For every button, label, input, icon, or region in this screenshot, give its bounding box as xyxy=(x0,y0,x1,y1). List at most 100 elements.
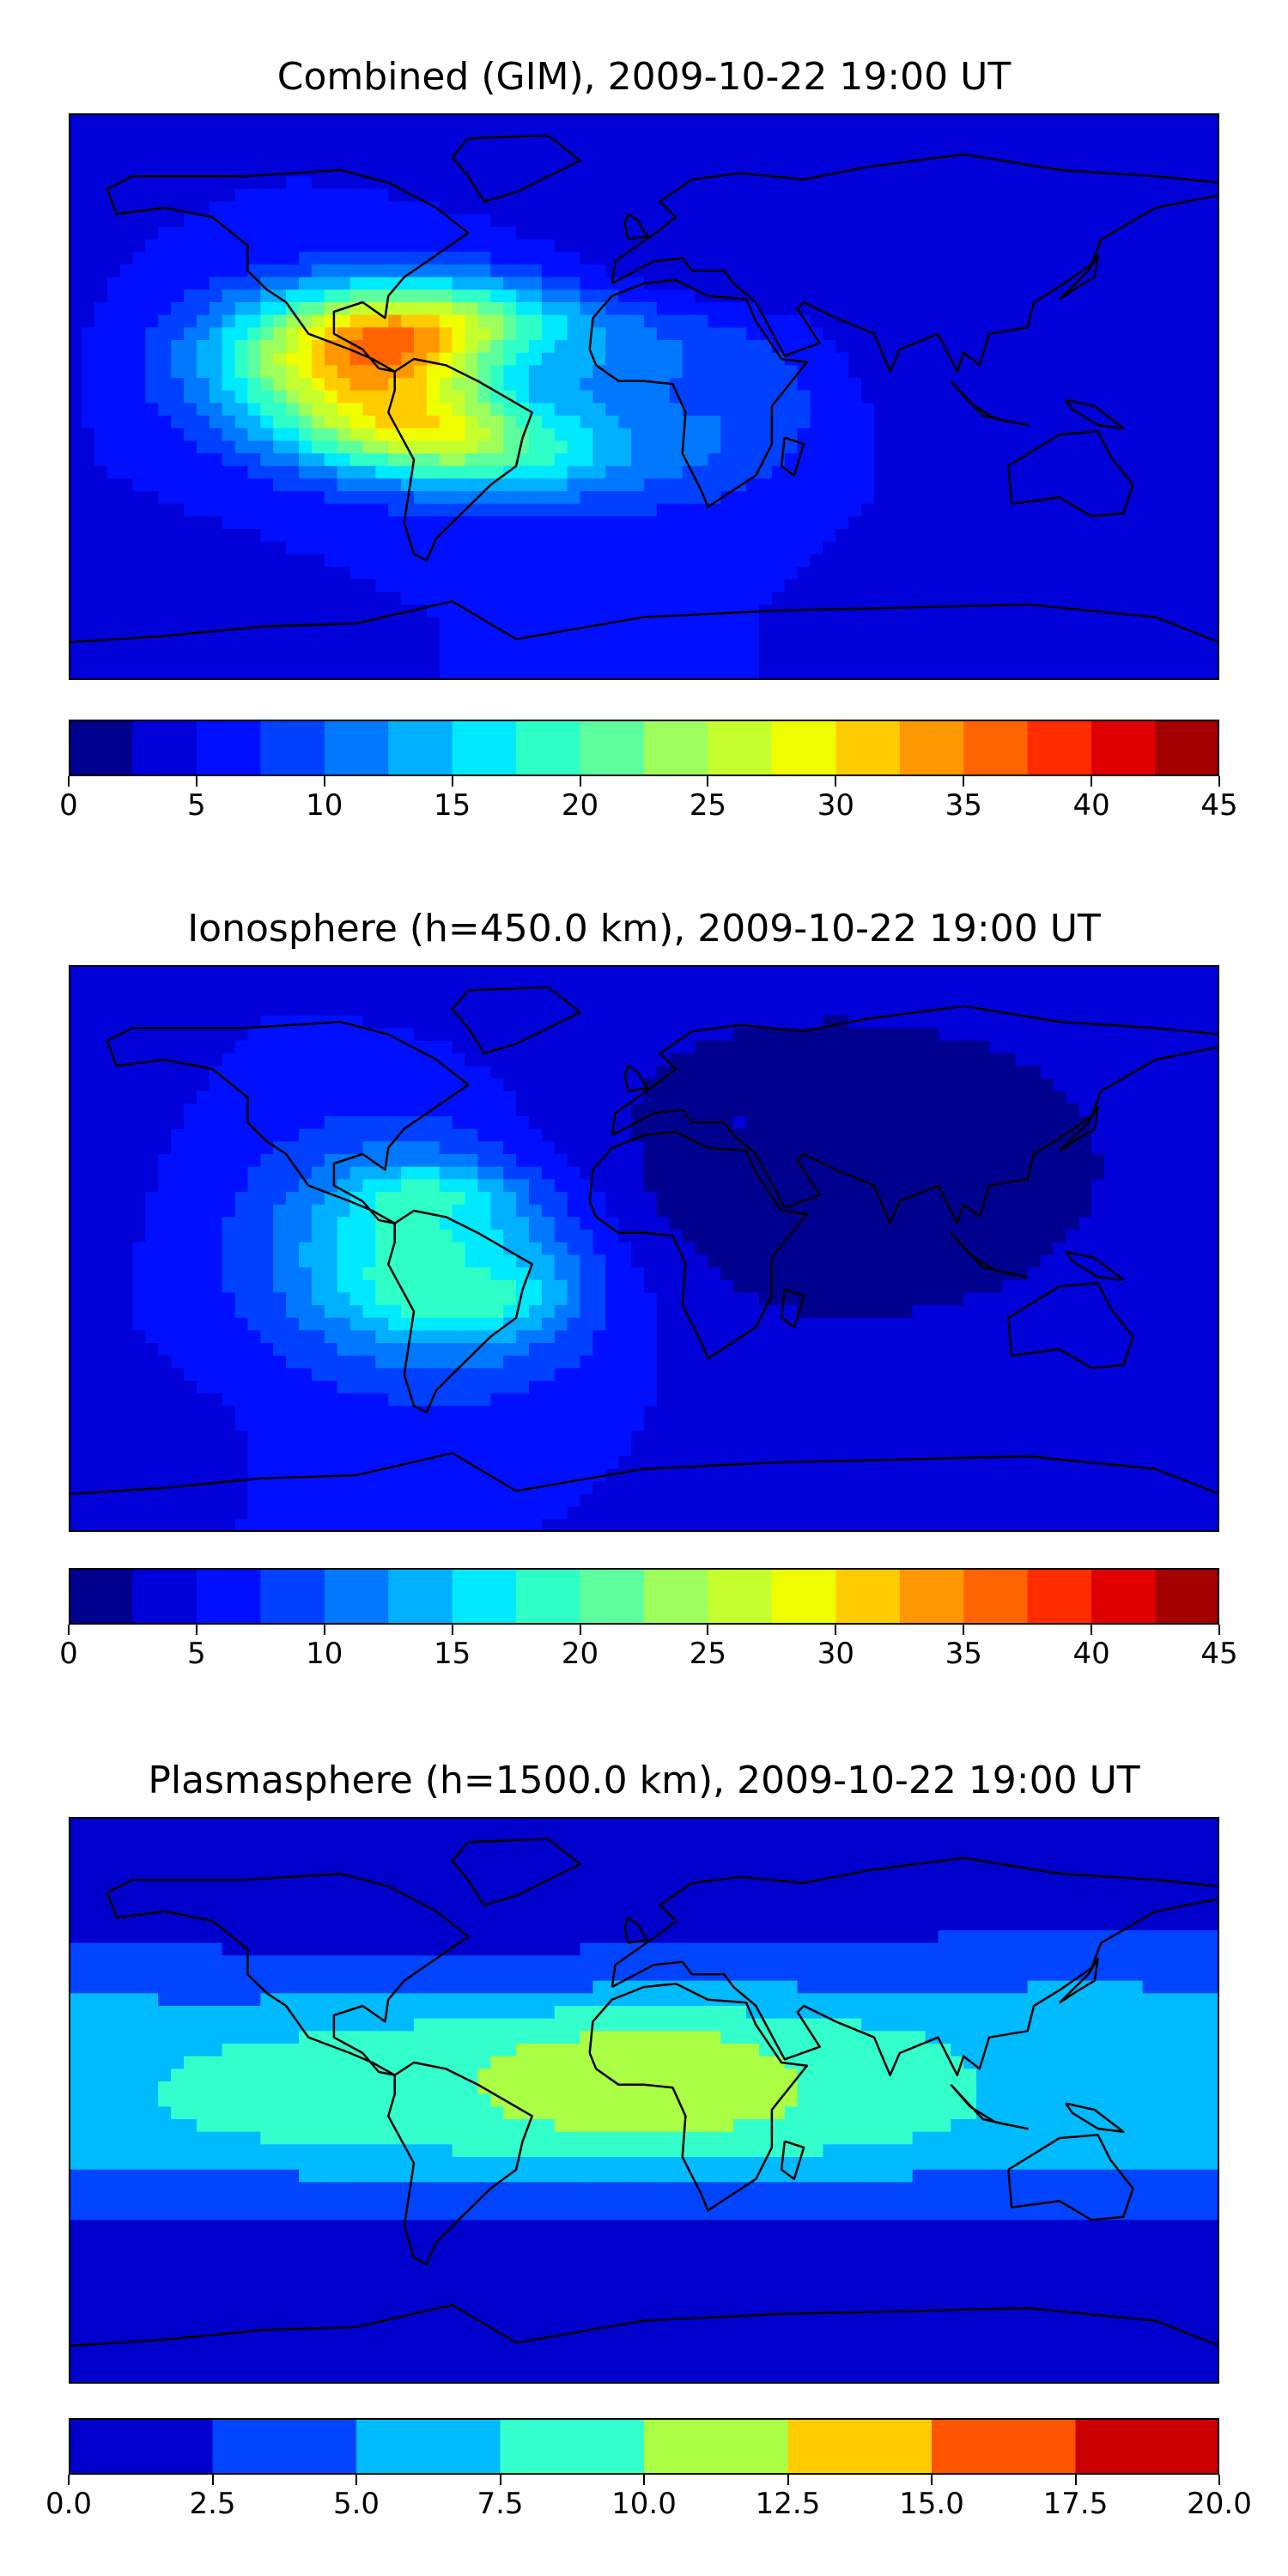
heatmap-cell xyxy=(810,314,824,328)
heatmap-cell xyxy=(886,201,901,215)
heatmap-cell xyxy=(720,176,734,190)
heatmap-cell xyxy=(784,503,799,517)
heatmap-cell xyxy=(861,440,875,454)
heatmap-cell xyxy=(963,554,977,568)
heatmap-cell xyxy=(899,227,914,240)
heatmap-cell xyxy=(106,465,121,479)
heatmap-cell xyxy=(771,264,786,278)
heatmap-cell xyxy=(1014,403,1029,416)
heatmap-cell xyxy=(938,176,951,190)
heatmap-cell xyxy=(938,667,951,680)
heatmap-cell xyxy=(132,478,146,492)
heatmap-cell xyxy=(784,314,799,328)
heatmap-cell xyxy=(746,1041,760,1054)
heatmap-cell xyxy=(324,605,338,618)
heatmap-cell xyxy=(874,227,888,240)
heatmap-cell xyxy=(337,113,351,127)
heatmap-cell xyxy=(1027,1066,1042,1079)
heatmap-cell xyxy=(1014,541,1029,555)
heatmap-cell xyxy=(554,314,568,328)
heatmap-cell xyxy=(184,1028,197,1042)
heatmap-cell xyxy=(184,264,197,278)
heatmap-cell xyxy=(337,264,351,278)
heatmap-cell xyxy=(1053,138,1066,152)
heatmap-cell xyxy=(1116,629,1131,643)
heatmap-cell xyxy=(656,667,671,680)
heatmap-cell xyxy=(1129,516,1144,530)
heatmap-cell xyxy=(477,201,491,215)
heatmap-cell xyxy=(567,990,581,1004)
heatmap-cell xyxy=(234,416,249,429)
heatmap-cell xyxy=(260,227,274,240)
heatmap-cell xyxy=(69,554,82,568)
heatmap-cell xyxy=(541,227,556,240)
heatmap-cell xyxy=(94,592,108,605)
heatmap-cell xyxy=(132,365,146,379)
heatmap-cell xyxy=(720,1078,734,1092)
heatmap-cell xyxy=(592,1053,606,1066)
heatmap-cell xyxy=(477,592,491,605)
heatmap-cell xyxy=(669,654,683,668)
heatmap-cell xyxy=(106,629,121,643)
heatmap-cell xyxy=(286,163,300,177)
heatmap-cell xyxy=(592,189,606,203)
heatmap-cell xyxy=(580,113,594,127)
heatmap-cell xyxy=(823,125,836,139)
heatmap-cell xyxy=(401,201,415,215)
heatmap-cell xyxy=(184,440,197,454)
heatmap-cell xyxy=(94,416,108,429)
heatmap-cell xyxy=(823,1066,836,1079)
heatmap-cell xyxy=(349,1028,364,1042)
heatmap-cell xyxy=(426,189,440,203)
heatmap-cell xyxy=(1091,390,1105,404)
heatmap-cell xyxy=(835,289,849,303)
heatmap-cell xyxy=(951,667,964,680)
heatmap-cell xyxy=(605,1053,619,1066)
heatmap-cell xyxy=(708,440,721,454)
heatmap-cell xyxy=(145,516,159,530)
heatmap-cell xyxy=(94,1003,108,1017)
heatmap-cell xyxy=(759,214,773,228)
heatmap-cell xyxy=(516,667,530,680)
heatmap-cell xyxy=(477,567,491,580)
heatmap-cell xyxy=(119,1066,134,1079)
heatmap-cell xyxy=(401,239,415,252)
heatmap-cell xyxy=(1091,491,1105,505)
heatmap-cell xyxy=(171,579,185,592)
heatmap-cell xyxy=(554,125,568,139)
heatmap-cell xyxy=(388,340,402,354)
heatmap-cell xyxy=(375,605,389,618)
heatmap-cell xyxy=(733,239,747,252)
heatmap-cell xyxy=(976,965,990,979)
heatmap-cell xyxy=(94,113,108,127)
heatmap-cell xyxy=(1116,239,1131,252)
heatmap-cell xyxy=(848,416,862,429)
heatmap-cell xyxy=(1040,977,1054,991)
heatmap-cell xyxy=(260,189,274,203)
heatmap-cell xyxy=(106,227,121,240)
heatmap-cell xyxy=(1142,201,1157,215)
heatmap-cell xyxy=(388,453,402,467)
heatmap-cell xyxy=(209,1078,223,1092)
heatmap-cell xyxy=(234,654,249,668)
heatmap-cell xyxy=(337,567,351,580)
heatmap-cell xyxy=(337,529,351,543)
heatmap-cell xyxy=(580,516,594,530)
heatmap-cell xyxy=(1053,478,1066,492)
heatmap-cell xyxy=(1168,163,1182,177)
heatmap-cell xyxy=(759,567,773,580)
heatmap-cell xyxy=(1194,276,1207,290)
heatmap-cell xyxy=(94,151,108,165)
heatmap-cell xyxy=(874,541,888,555)
heatmap-cell xyxy=(695,403,709,416)
heatmap-cell xyxy=(695,289,709,303)
heatmap-cell xyxy=(260,529,274,543)
heatmap-cell xyxy=(311,352,325,366)
heatmap-cell xyxy=(362,276,376,290)
heatmap-cell xyxy=(746,642,760,656)
heatmap-cell xyxy=(311,176,325,190)
heatmap-cell xyxy=(503,503,517,517)
heatmap-cell xyxy=(477,289,491,303)
heatmap-cell xyxy=(810,264,824,278)
heatmap-cell xyxy=(1116,977,1131,991)
